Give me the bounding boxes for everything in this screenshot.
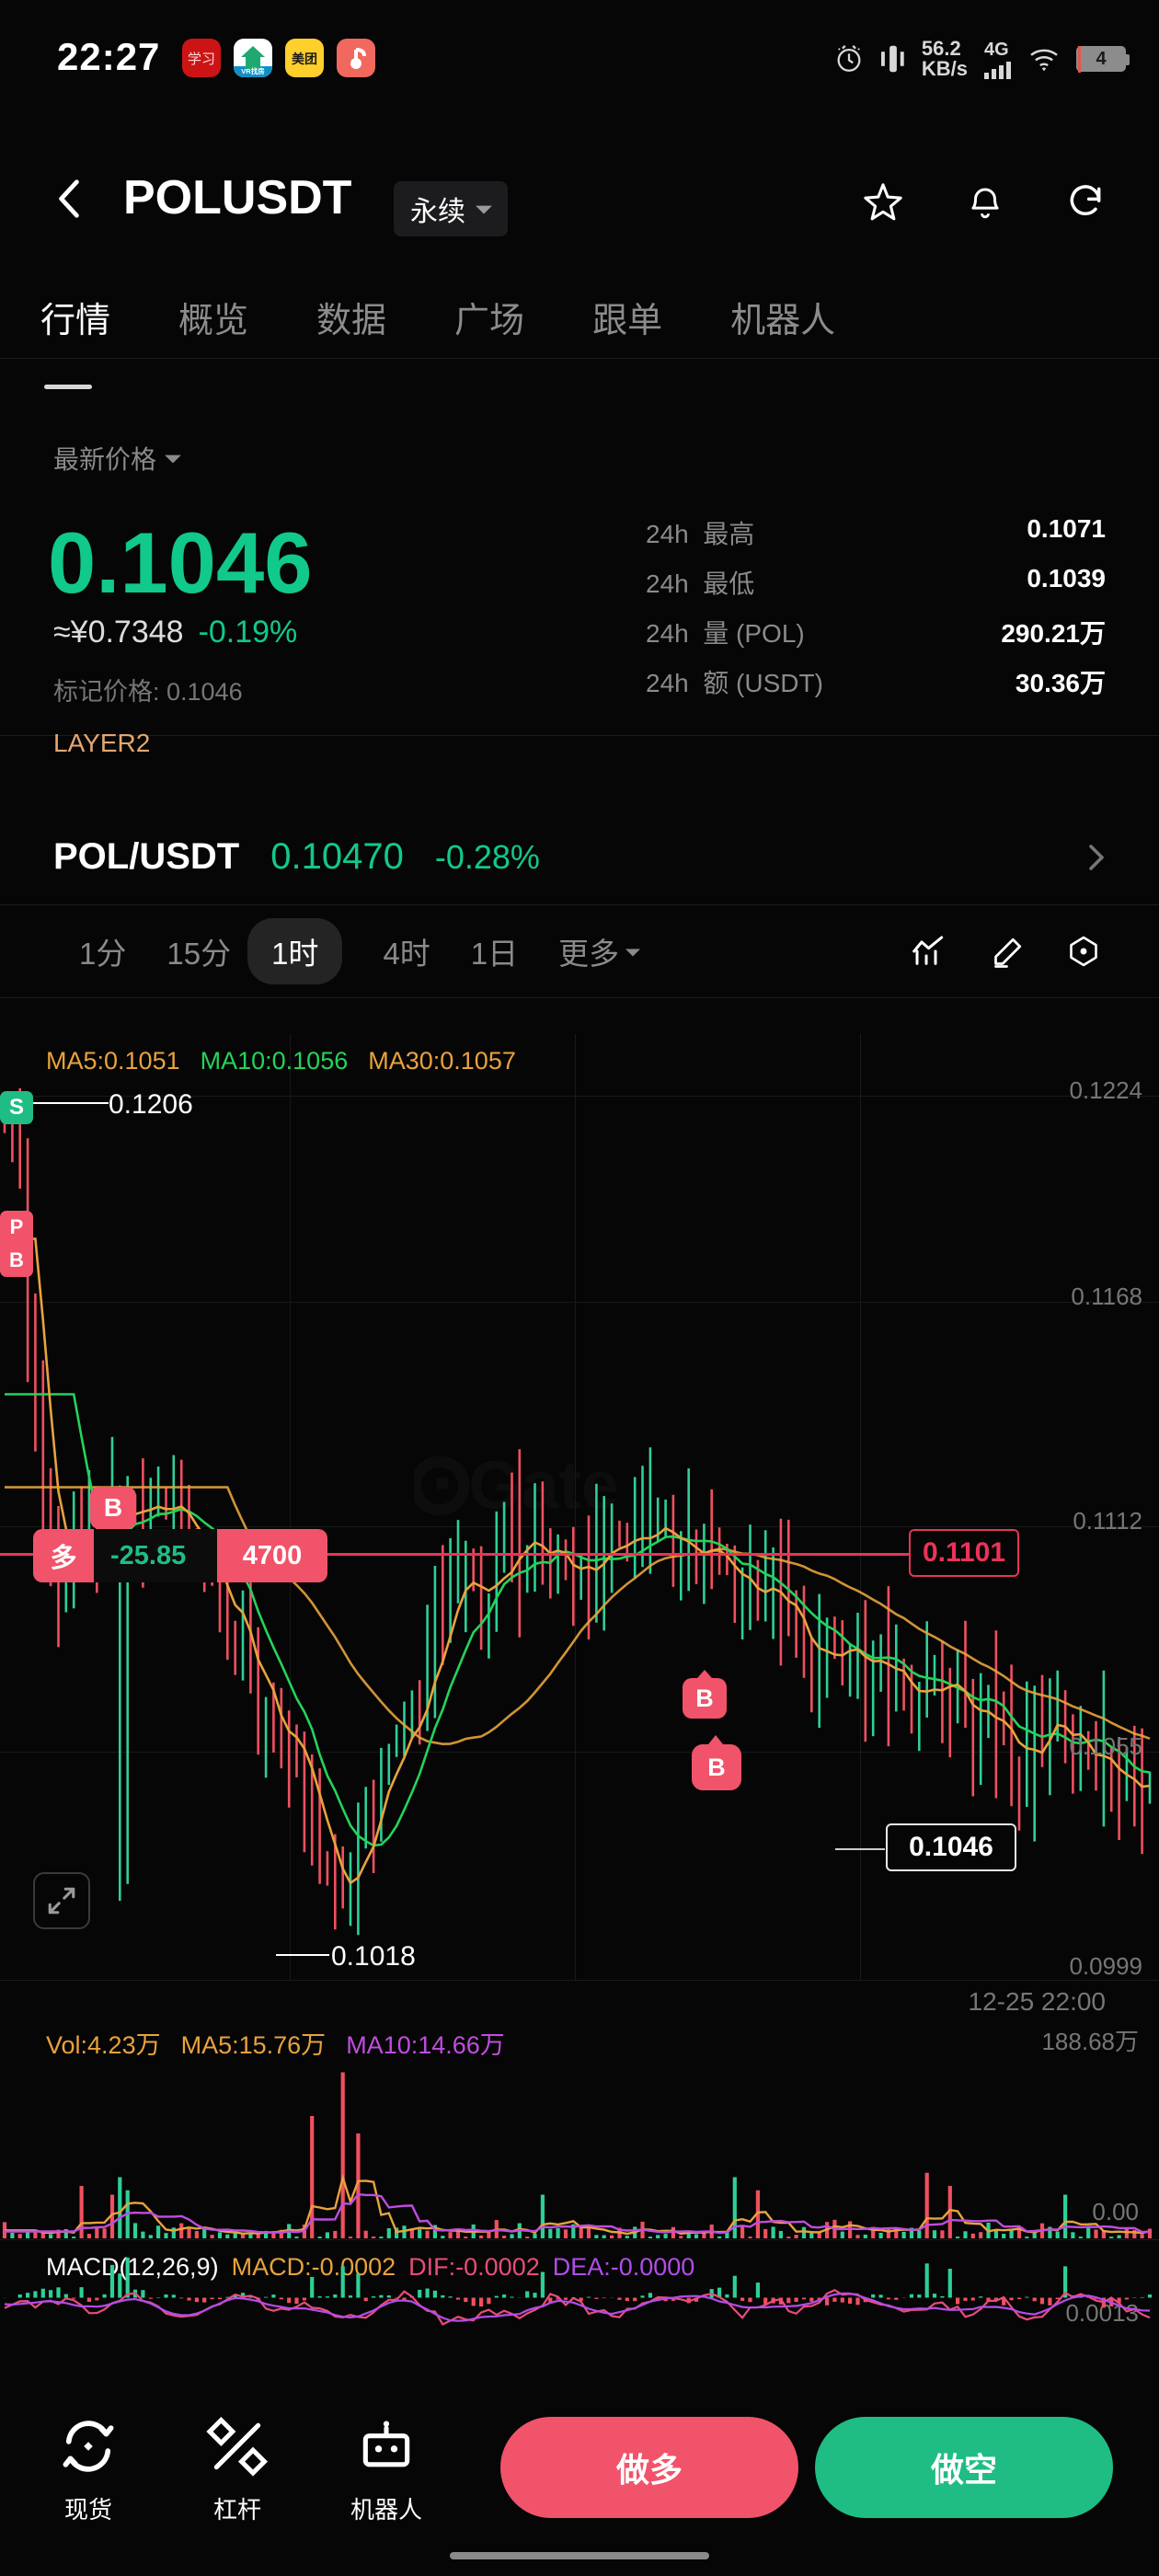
svg-text:VR找房: VR找房 xyxy=(241,66,265,75)
svg-text:学习: 学习 xyxy=(188,52,215,67)
svg-text:美团: 美团 xyxy=(292,52,317,66)
